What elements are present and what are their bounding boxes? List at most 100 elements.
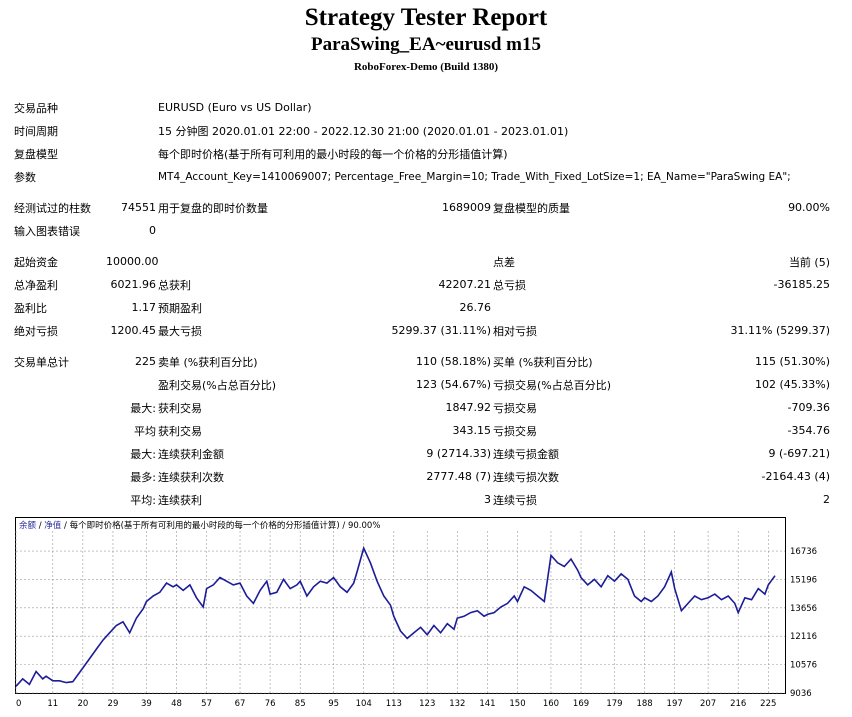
average-prefix: 平均: [134, 424, 156, 438]
drawdown-row: 绝对亏损 1200.45 最大亏损 5299.37 (31.11%) 相对亏损 …: [13, 319, 831, 342]
x-tick-label: 11: [47, 699, 58, 709]
avg-prefix: 平均:: [130, 493, 156, 507]
x-tick-label: 160: [543, 699, 559, 709]
x-tick-label: 179: [606, 699, 622, 709]
quality-label: 复盘模型的质量: [493, 201, 570, 215]
deposit-value: 10000.00: [106, 255, 159, 268]
symbol-value: EURUSD (Euro vs US Dollar): [158, 101, 312, 114]
loss-trades-label: 亏损交易(%占总百分比): [493, 378, 612, 392]
average-row: 平均 获利交易 343.15 亏损交易 -354.76: [13, 419, 831, 442]
period-label: 时间周期: [14, 124, 58, 138]
short-positions-value: 110 (58.18%): [415, 355, 491, 368]
maximal-cons-profit-label: 连续获利次数: [158, 470, 224, 484]
max-prefix: 最大:: [130, 447, 156, 461]
x-tick-label: 57: [201, 699, 212, 709]
profit-trades-label: 盈利交易(%占总百分比): [158, 378, 277, 392]
total-trades-row: 交易单总计 225 卖单 (%获利百分比) 110 (58.18%) 买单 (%…: [13, 350, 831, 373]
plot-area: [15, 517, 786, 694]
gross-loss-value: -36185.25: [773, 278, 831, 291]
avg-cons-wins-label: 连续获利: [158, 493, 202, 507]
x-tick-label: 169: [573, 699, 589, 709]
largest-row: 最大: 获利交易 1847.92 亏损交易 -709.36: [13, 396, 831, 419]
gross-loss-label: 总亏损: [493, 278, 526, 292]
params-label: 参数: [14, 170, 36, 184]
balance-line: [15, 545, 776, 687]
x-axis-labels: 0 11 20 29 39 48 57 67 76 85 95 104 113 123 132 141 150 1…: [16, 699, 776, 709]
max-consecutive-row: 最大: 连续获利金额 9 (2714.33) 连续亏损金额 9 (-697.21…: [13, 442, 831, 465]
legend-rest: / 每个即时价格(基于所有可利用的最小时段的每一个价格的分形插值计算) / 90…: [61, 520, 380, 531]
x-tick-label: 0: [16, 699, 21, 709]
y-tick-label: 12116: [790, 632, 817, 642]
x-tick-label: 150: [509, 699, 525, 709]
abs-drawdown-value: 1200.45: [110, 324, 157, 337]
max-drawdown-label: 最大亏损: [158, 324, 202, 338]
expected-payoff-label: 预期盈利: [158, 301, 202, 315]
avg-cons-losses-label: 连续亏损: [493, 493, 537, 507]
largest-loss-label: 亏损交易: [493, 401, 537, 415]
max-cons-wins-label: 连续获利金额: [158, 447, 224, 461]
legend-sep: /: [36, 521, 44, 531]
x-tick-label: 67: [235, 699, 246, 709]
y-tick-label: 9036: [790, 689, 812, 699]
average-loss-value: -354.76: [787, 424, 831, 437]
info-row-model: 复盘模型 每个即时价格(基于所有可利用的最小时段的每一个价格的分形插值计算): [13, 142, 831, 165]
x-tick-label: 188: [636, 699, 652, 709]
max-drawdown-value: 5299.37 (31.11%): [391, 324, 491, 337]
info-row-params: 参数 MT4_Account_Key=1410069007; Percentag…: [13, 165, 831, 188]
largest-loss-value: -709.36: [787, 401, 831, 414]
rel-drawdown-value: 31.11% (5299.37): [730, 324, 831, 337]
report-title: Strategy Tester Report: [304, 4, 548, 31]
ticks-value: 1689009: [442, 201, 491, 214]
x-tick-label: 95: [328, 699, 339, 709]
x-tick-label: 29: [108, 699, 119, 709]
x-tick-label: 225: [760, 699, 776, 709]
errors-value: 0: [149, 224, 156, 237]
loss-trades-value: 102 (45.33%): [754, 378, 831, 391]
long-positions-label: 买单 (%获利百分比): [493, 355, 593, 369]
average-profit-label: 获利交易: [158, 424, 202, 438]
y-axis-labels: 16736 15196 13656 12116 10576 9036: [790, 547, 817, 699]
x-tick-label: 20: [77, 699, 88, 709]
quality-value: 90.00%: [788, 201, 831, 214]
report-table: 交易品种 EURUSD (Euro vs US Dollar) 时间周期 15 …: [13, 96, 831, 511]
x-tick-label: 132: [449, 699, 465, 709]
largest-profit-label: 获利交易: [158, 401, 202, 415]
info-row-period: 时间周期 15 分钟图 2020.01.01 22:00 - 2022.12.3…: [13, 119, 831, 142]
errors-row: 输入图表错误 0: [13, 219, 831, 242]
net-row: 总净盈利 6021.96 总获利 42207.21 总亏损 -36185.25: [13, 273, 831, 296]
x-tick-label: 39: [141, 699, 152, 709]
x-tick-label: 85: [295, 699, 306, 709]
x-tick-label: 216: [730, 699, 746, 709]
maximal-cons-profit-value: 2777.48 (7): [426, 470, 491, 483]
bars-label: 经测试过的柱数: [14, 201, 91, 215]
average-profit-value: 343.15: [452, 424, 492, 437]
pf-row: 盈利比 1.17 预期盈利 26.76: [13, 296, 831, 319]
spread-value: 当前 (5): [788, 255, 831, 269]
largest-prefix: 最大:: [130, 401, 156, 415]
x-tick-label: 48: [171, 699, 182, 709]
maximal-cons-loss-value: -2164.43 (4): [761, 470, 831, 483]
y-tick-label: 10576: [790, 661, 817, 671]
profit-factor-label: 盈利比: [14, 301, 47, 315]
rel-drawdown-label: 相对亏损: [493, 324, 537, 338]
ticks-label: 用于复盘的即时价数量: [158, 201, 268, 215]
bars-value: 74551: [121, 201, 156, 214]
net-profit-label: 总净盈利: [14, 278, 58, 292]
average-loss-label: 亏损交易: [493, 424, 537, 438]
server-build: RoboForex-Demo (Build 1380): [353, 61, 498, 73]
expected-payoff-value: 26.76: [459, 301, 492, 314]
chart-legend: 余额 / 净值 / 每个即时价格(基于所有可利用的最小时段的每一个价格的分形插值…: [19, 520, 380, 531]
maximal-cons-loss-label: 连续亏损次数: [493, 470, 559, 484]
max-cons-losses-label: 连续亏损金额: [493, 447, 559, 461]
gross-profit-value: 42207.21: [438, 278, 492, 291]
max-cons-losses-value: 9 (-697.21): [768, 447, 831, 460]
bars-row: 经测试过的柱数 74551 用于复盘的即时价数量 1689009 复盘模型的质量…: [13, 196, 831, 219]
gross-profit-label: 总获利: [158, 278, 191, 292]
profit-factor-value: 1.17: [131, 301, 157, 314]
model-value: 每个即时价格(基于所有可利用的最小时段的每一个价格的分形插值计算): [158, 147, 508, 161]
balance-chart: 余额 / 净值 / 每个即时价格(基于所有可利用的最小时段的每一个价格的分形插值…: [15, 517, 852, 713]
x-tick-label: 76: [265, 699, 276, 709]
y-tick-label: 15196: [790, 575, 817, 585]
profit-loss-trades-row: 盈利交易(%占总百分比) 123 (54.67%) 亏损交易(%占总百分比) 1…: [13, 373, 831, 396]
x-tick-label: 113: [386, 699, 402, 709]
